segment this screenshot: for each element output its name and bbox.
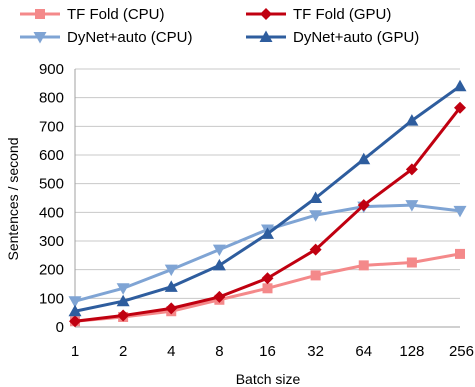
data-point xyxy=(117,309,130,322)
x-tick-label: 256 xyxy=(449,343,474,360)
data-point xyxy=(68,296,82,308)
y-tick-label: 500 xyxy=(39,176,64,193)
data-point xyxy=(406,257,417,268)
legend-label: TF Fold (GPU) xyxy=(293,6,391,23)
x-tick-label: 16 xyxy=(259,343,276,360)
data-point xyxy=(213,290,226,303)
data-point xyxy=(69,315,81,328)
data-point xyxy=(309,243,322,256)
data-point xyxy=(405,114,419,126)
y-tick-label: 200 xyxy=(39,262,64,279)
gridlines xyxy=(75,68,460,299)
data-point xyxy=(455,248,465,259)
x-tick-label: 2 xyxy=(119,343,127,360)
legend-label: TF Fold (CPU) xyxy=(67,6,165,23)
x-tick-label: 128 xyxy=(399,343,424,360)
data-point xyxy=(405,163,418,176)
x-tick-label: 64 xyxy=(355,343,372,360)
data-point xyxy=(212,244,226,257)
data-point xyxy=(310,270,321,281)
x-tick-labels: 1 2 4 8 16 32 64 128 256 xyxy=(71,343,474,360)
data-point xyxy=(164,280,178,292)
legend-label: DyNet+auto (GPU) xyxy=(293,29,419,46)
legend-marker xyxy=(260,8,272,20)
data-point xyxy=(405,200,419,212)
axes xyxy=(74,69,460,328)
y-tick-labels: 0 100 200 300 400 500 600 700 800 900 xyxy=(39,61,64,336)
y-tick-label: 700 xyxy=(39,118,64,135)
legend-item-2: DyNet+auto (CPU) xyxy=(20,29,192,46)
data-point xyxy=(165,302,178,315)
legend-item-1: TF Fold (GPU) xyxy=(246,6,391,23)
y-tick-label: 600 xyxy=(39,147,64,164)
data-point xyxy=(309,191,323,203)
data-point xyxy=(116,283,130,295)
data-point xyxy=(212,258,226,271)
y-axis-title: Sentences / second xyxy=(5,138,21,261)
x-axis-title: Batch size xyxy=(236,371,301,387)
y-tick-label: 400 xyxy=(39,204,64,221)
data-point xyxy=(453,205,467,218)
legend-item-3: DyNet+auto (GPU) xyxy=(246,29,419,46)
x-tick-label: 32 xyxy=(307,343,324,360)
data-point xyxy=(261,227,274,239)
data-point xyxy=(164,264,178,277)
legend-marker xyxy=(259,30,273,42)
legend-marker xyxy=(35,9,45,19)
legend-item-0: TF Fold (CPU) xyxy=(20,6,165,23)
data-point xyxy=(116,294,130,307)
data-point xyxy=(309,210,323,222)
y-tick-label: 900 xyxy=(39,61,64,78)
data-point xyxy=(357,152,371,165)
legend: TF Fold (CPU) TF Fold (GPU) DyNet+auto (CP… xyxy=(20,6,419,46)
data-point xyxy=(358,260,369,271)
data-point xyxy=(262,283,273,294)
series-1 xyxy=(69,101,466,328)
data-point xyxy=(453,79,467,92)
x-tick-label: 1 xyxy=(71,343,79,360)
series-3 xyxy=(68,79,467,317)
y-tick-label: 0 xyxy=(56,319,64,336)
series-layer xyxy=(68,79,467,328)
legend-marker xyxy=(33,32,47,44)
data-point xyxy=(261,272,274,285)
x-tick-label: 8 xyxy=(215,343,223,360)
data-point xyxy=(68,304,82,317)
data-point xyxy=(454,101,466,114)
x-tick-label: 4 xyxy=(167,343,175,360)
y-tick-label: 800 xyxy=(39,90,64,107)
y-tick-label: 100 xyxy=(39,290,64,307)
y-tick-label: 300 xyxy=(39,233,64,250)
legend-label: DyNet+auto (CPU) xyxy=(67,29,192,46)
data-point xyxy=(357,199,370,212)
